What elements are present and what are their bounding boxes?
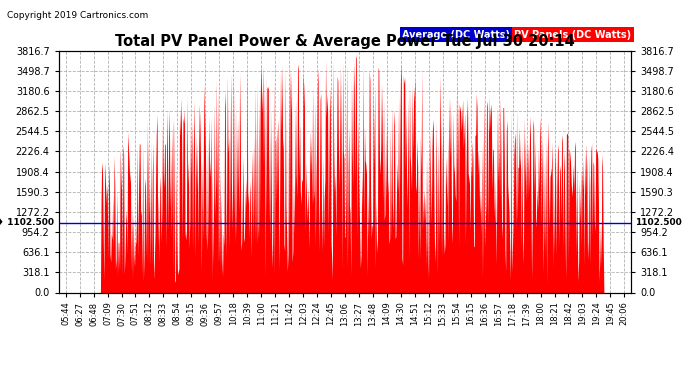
Text: 1102.500: 1102.500 [635,218,682,227]
Title: Total PV Panel Power & Average Power Tue Jul 30 20:14: Total PV Panel Power & Average Power Tue… [115,34,575,50]
Text: ♦ 1102.500: ♦ 1102.500 [0,218,55,227]
Text: Copyright 2019 Cartronics.com: Copyright 2019 Cartronics.com [7,11,148,20]
Text: PV Panels (DC Watts): PV Panels (DC Watts) [514,30,631,40]
Text: Average (DC Watts): Average (DC Watts) [402,30,511,40]
